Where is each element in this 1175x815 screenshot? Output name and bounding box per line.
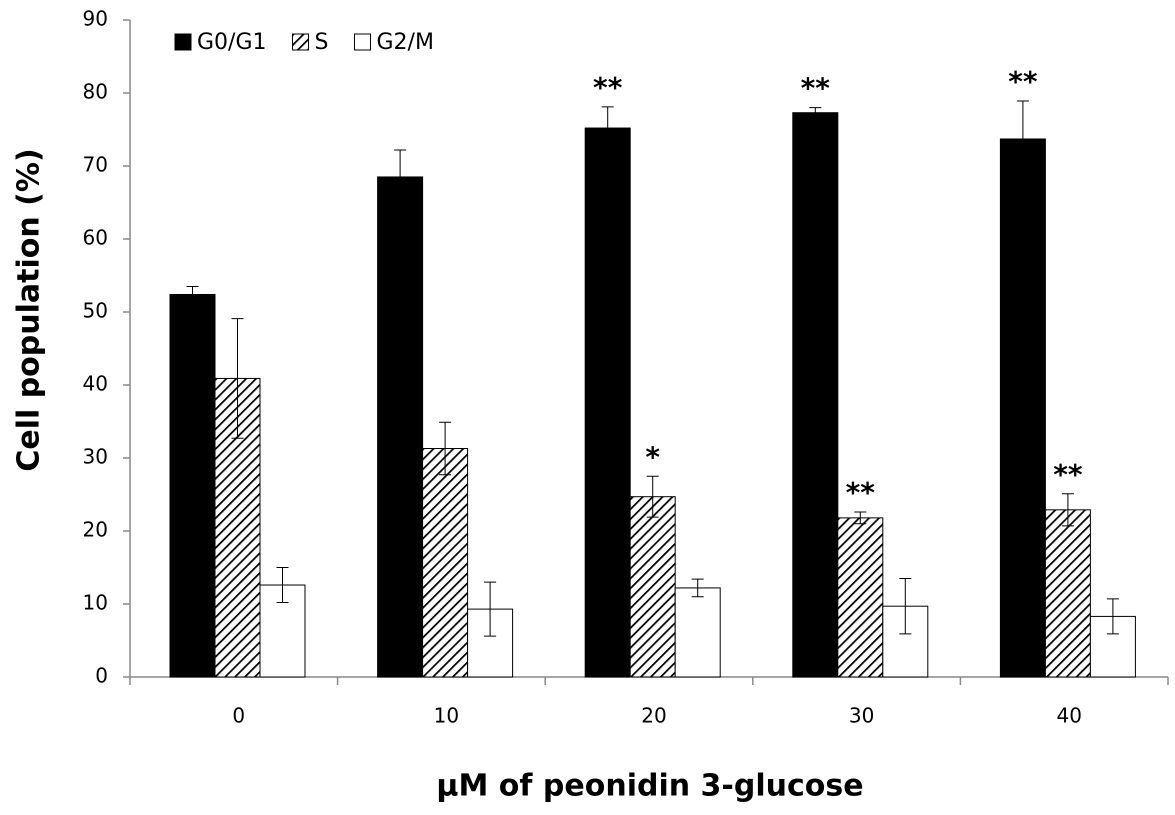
x-tick-label: 40 [1056,704,1081,728]
x-axis-title: µM of peonidin 3-glucose [436,769,863,804]
y-tick-label: 70 [83,153,108,177]
y-tick-label: 90 [83,7,108,31]
legend-swatch [174,33,192,51]
error-bar [601,106,614,150]
annotation: * [645,440,660,473]
bar [422,448,469,678]
bar [169,293,216,678]
error-bar [1106,598,1119,635]
y-tick-label: 30 [83,445,108,469]
legend-label: S [315,30,329,55]
error-bar [899,577,912,635]
y-tick-label: 60 [83,226,108,250]
x-tick-label: 0 [232,704,245,728]
error-bar [809,107,822,119]
bar [1044,509,1091,678]
annotation: ** [1053,458,1083,491]
annotation: ** [846,476,876,509]
bar [584,127,631,678]
bar [837,517,884,678]
x-tick-label: 30 [849,704,874,728]
y-tick-label: 0 [95,664,108,688]
legend-label: G0/G1 [197,30,267,55]
annotation: ** [593,71,623,104]
error-bar [439,421,452,476]
annotation: ** [801,72,831,105]
bar [674,587,721,678]
legend-label: G2/M [376,30,433,55]
y-tick-label: 10 [83,591,108,615]
error-bar [691,578,704,598]
x-tick-label: 10 [434,704,459,728]
annotation: ** [1008,65,1038,98]
error-bar [1016,100,1029,178]
y-tick-label: 80 [83,80,108,104]
legend-swatch [353,33,371,51]
error-bar [231,318,244,439]
bar [214,377,261,678]
x-tick-label: 20 [641,704,666,728]
y-tick-label: 50 [83,299,108,323]
bar [792,112,839,678]
bar [377,176,424,678]
bar [999,138,1046,678]
bar [629,496,676,678]
error-bar [646,475,659,518]
y-tick-label: 20 [83,518,108,542]
y-axis-title: Cell population (%) [12,148,47,471]
error-bar [854,511,867,525]
error-bar [1061,493,1074,527]
y-tick-label: 40 [83,372,108,396]
error-bar [484,581,497,637]
error-bar [186,285,199,304]
error-bar [276,567,289,604]
error-bar [394,149,407,205]
legend-swatch [292,33,310,51]
